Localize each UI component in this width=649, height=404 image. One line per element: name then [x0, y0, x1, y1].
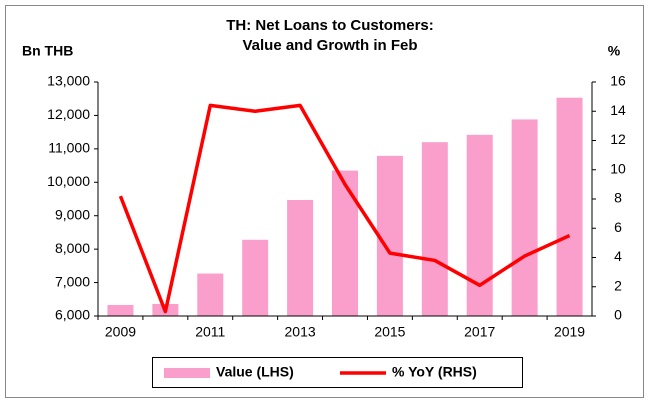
y2-tick-label: 0	[614, 307, 622, 323]
y-tick-label: 9,000	[55, 206, 90, 222]
legend-box	[152, 357, 523, 388]
bar	[242, 239, 269, 316]
x-tick-label: 2019	[554, 324, 585, 340]
line	[118, 103, 571, 314]
y-tick-label: 11,000	[48, 140, 90, 156]
y2-tick-label: 2	[614, 277, 622, 293]
chart-title: Value and Growth in Feb	[242, 37, 417, 54]
chart-title: TH: Net Loans to Customers:	[226, 17, 434, 34]
bar	[556, 97, 583, 316]
chart-border	[5, 5, 644, 398]
y2-tick-label: 8	[614, 190, 622, 206]
legend-label: Value (LHS)	[216, 364, 294, 380]
y2-axis-label: %	[608, 43, 621, 59]
x-tick-label: 2009	[105, 324, 136, 340]
y2-tick-label: 10	[610, 160, 626, 176]
x-tick-label: 2015	[374, 324, 405, 340]
legend-swatch	[164, 368, 210, 378]
bar	[197, 273, 224, 316]
bar	[332, 170, 358, 316]
y2-tick-label: 6	[614, 219, 622, 235]
y-tick-label: 10,000	[47, 173, 90, 189]
y2-tick-label: 14	[610, 102, 626, 118]
bar	[376, 155, 403, 316]
y2-tick-label: 12	[610, 131, 626, 147]
y-tick-label: 7,000	[55, 273, 90, 289]
y2-tick-label: 4	[614, 248, 622, 264]
legend-label: % YoY (RHS)	[392, 364, 477, 380]
x-tick-label: 2011	[195, 324, 225, 340]
bar	[466, 134, 493, 316]
y-axis-label: Bn THB	[22, 43, 73, 59]
x-tick-label: 2017	[464, 324, 495, 340]
y-tick-label: 8,000	[55, 240, 90, 256]
bar	[421, 142, 448, 316]
y-tick-label: 6,000	[55, 307, 90, 323]
bar	[511, 119, 538, 316]
y-tick-label: 12,000	[47, 106, 90, 122]
bar	[107, 304, 134, 316]
y2-tick-label: 16	[610, 73, 626, 89]
bar	[287, 200, 314, 316]
y-tick-label: 13,000	[47, 73, 90, 89]
x-tick-label: 2013	[285, 324, 316, 340]
